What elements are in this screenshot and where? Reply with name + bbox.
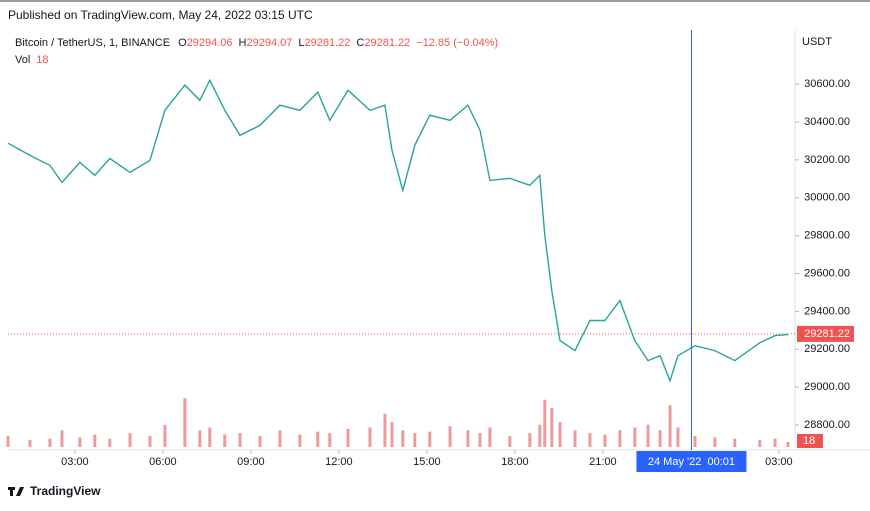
last-price-label: 29281.22 — [804, 328, 850, 340]
volume-bar — [488, 427, 492, 447]
volume-bar — [573, 430, 577, 447]
volume-bar — [28, 440, 32, 447]
volume-bar — [528, 433, 532, 447]
volume-bar — [383, 413, 387, 447]
volume-bar — [413, 433, 417, 447]
volume-bar — [198, 430, 202, 447]
volume-bar — [478, 433, 482, 447]
legend-change: −12.85 (−0.04%) — [416, 37, 498, 49]
volume-bar — [543, 399, 547, 447]
volume-bar — [538, 424, 542, 447]
volume-bar — [163, 424, 167, 447]
volume-bar — [466, 430, 470, 447]
crosshair-label: 24 May '22 00:01 — [648, 456, 735, 468]
x-tick-label: 03:00 — [765, 456, 793, 468]
volume-bar — [646, 424, 650, 447]
volume-bar — [298, 434, 302, 447]
volume-bar — [223, 434, 227, 447]
brand: TradingView — [30, 484, 101, 498]
x-tick-label: 06:00 — [149, 456, 177, 468]
volume-bar — [633, 427, 637, 447]
logo — [8, 487, 24, 496]
x-tick-label: 18:00 — [501, 456, 529, 468]
volume-bar — [448, 426, 452, 447]
volume-bar — [390, 421, 394, 447]
volume-value: 18 — [36, 54, 48, 66]
volume-bar — [508, 435, 512, 447]
volume-legend: Vol 18 — [15, 54, 49, 66]
volume-bar — [60, 430, 64, 447]
volume-bar — [128, 433, 132, 447]
last-volume-box — [797, 433, 823, 448]
volume-bar — [713, 437, 717, 447]
price-line — [7, 78, 789, 383]
legend-field-label: C — [356, 37, 364, 49]
crosshair-box — [636, 451, 747, 472]
legend-field-label: L — [298, 37, 304, 49]
legend: Bitcoin / TetherUS, 1, BINANCE O29294.06 H… — [15, 37, 498, 49]
y-tick-label: 29400.00 — [804, 305, 850, 317]
y-tick-label: 28800.00 — [804, 419, 850, 431]
volume-bar — [676, 427, 680, 447]
volume-bar — [108, 438, 112, 447]
legend-field-label: H — [239, 37, 247, 49]
legend-field-value: 29294.07 — [247, 37, 293, 49]
volume-label: Vol — [15, 54, 30, 66]
volume-bar — [316, 431, 320, 447]
legend-field-value: 29281.22 — [305, 37, 351, 49]
legend-field-value: 29281.22 — [364, 37, 410, 49]
volume-bar — [238, 433, 242, 447]
y-tick-label: 29200.00 — [804, 343, 850, 355]
volume-bar — [368, 427, 372, 447]
last-price-box — [797, 325, 854, 342]
y-tick-label: 29600.00 — [804, 267, 850, 279]
y-tick-label: 29800.00 — [804, 230, 850, 242]
volume-bar — [758, 440, 762, 447]
volume-bar — [603, 434, 607, 447]
volume-bar — [328, 433, 332, 447]
legend-symbol: Bitcoin / TetherUS, 1, BINANCE — [15, 37, 170, 49]
volume-bar — [6, 435, 10, 447]
volume-bar — [48, 438, 52, 447]
volume-bar — [786, 441, 790, 447]
volume-bar — [618, 430, 622, 447]
volume-bar — [658, 430, 662, 447]
y-unit: USDT — [802, 36, 832, 48]
volume-bar — [693, 435, 697, 447]
y-tick-label: 30400.00 — [804, 116, 850, 128]
volume-bar — [258, 435, 262, 447]
volume-bar — [78, 437, 82, 447]
volume-bar — [148, 435, 152, 447]
y-tick-label: 29000.00 — [804, 381, 850, 393]
volume-bar — [668, 405, 672, 447]
volume-bar — [346, 428, 350, 447]
volume-bar — [93, 434, 97, 447]
x-tick-label: 15:00 — [413, 456, 441, 468]
last-volume-label: 18 — [803, 435, 815, 447]
volume-bar — [558, 421, 562, 447]
volume-bar — [733, 438, 737, 447]
volume-bar — [401, 430, 405, 447]
y-tick-label: 30200.00 — [804, 154, 850, 166]
y-tick-label: 30600.00 — [804, 78, 850, 90]
y-tick-label: 30000.00 — [804, 192, 850, 204]
volume-bar — [278, 430, 282, 447]
published-text: Published on TradingView.com, May 24, 20… — [8, 8, 313, 22]
volume-bar — [208, 427, 212, 447]
volume-bar — [550, 408, 554, 447]
legend-field-value: 29294.06 — [187, 37, 233, 49]
x-tick-label: 21:00 — [589, 456, 617, 468]
volume-bar — [428, 431, 432, 447]
x-tick-label: 03:00 — [61, 456, 89, 468]
x-tick-label: 09:00 — [237, 456, 265, 468]
volume-bar — [588, 433, 592, 447]
volume-bar — [773, 438, 777, 447]
volume-bar — [183, 398, 187, 447]
legend-field-label: O — [178, 37, 187, 49]
x-tick-label: 12:00 — [325, 456, 353, 468]
